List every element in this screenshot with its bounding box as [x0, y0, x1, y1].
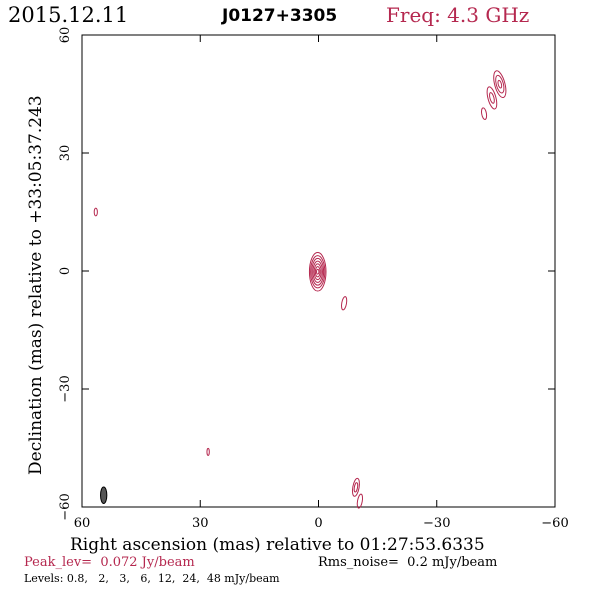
contour-ring [495, 74, 505, 94]
contour-ring [313, 263, 322, 281]
frequency-label: Freq: 4.3 GHz [386, 3, 529, 27]
contour-ring [341, 296, 348, 311]
contour-ring [308, 252, 327, 292]
x-tick-label: 0 [314, 516, 322, 531]
x-tick-labels: 60 30 0 −30 −60 [74, 516, 569, 531]
x-tick-label: −30 [423, 516, 450, 531]
beam-ellipse [100, 486, 108, 504]
contour-ring [311, 257, 325, 286]
contour-ring [493, 70, 507, 99]
contour-ring [93, 207, 98, 217]
contour-ring [353, 482, 359, 493]
contour-ring [206, 447, 210, 456]
y-tick-labels: −60 −30 0 30 60 [58, 27, 73, 521]
contour-levels: Levels: 0.8, 2, 3, 6, 12, 24, 48 mJy/bea… [24, 572, 280, 585]
y-tick-label: −30 [58, 375, 73, 402]
rms-noise: Rms_noise= 0.2 mJy/beam [318, 555, 497, 570]
source-name: J0127+3305 [221, 6, 337, 26]
y-tick-label: −60 [58, 493, 73, 520]
contour-ring [314, 266, 321, 278]
peak-level: Peak_lev= 0.072 Jy/beam [24, 555, 195, 570]
contour-ring [351, 477, 360, 497]
contour-ring [312, 260, 323, 283]
contour-ring [316, 268, 320, 275]
contour-ring [497, 79, 503, 89]
contour-ring [310, 255, 326, 289]
y-tick-label: 30 [58, 145, 73, 162]
x-tick-label: 60 [74, 516, 91, 531]
x-axis-label: Right ascension (mas) relative to 01:27:… [70, 535, 485, 555]
y-tick-label: 60 [58, 27, 73, 44]
y-tick-label: 0 [58, 267, 73, 275]
y-axis-label: Declination (mas) relative to +33:05:37.… [26, 95, 46, 475]
axis-ticks [81, 34, 556, 508]
restoring-beam [100, 486, 108, 504]
x-tick-label: −60 [541, 516, 568, 531]
observation-date: 2015.12.11 [8, 3, 128, 27]
contour-ring [486, 86, 498, 110]
contour-ring [356, 493, 364, 509]
contour-ring [481, 107, 488, 120]
contour-lines [93, 70, 507, 509]
contour-ring [489, 92, 495, 104]
x-tick-label: 30 [192, 516, 209, 531]
